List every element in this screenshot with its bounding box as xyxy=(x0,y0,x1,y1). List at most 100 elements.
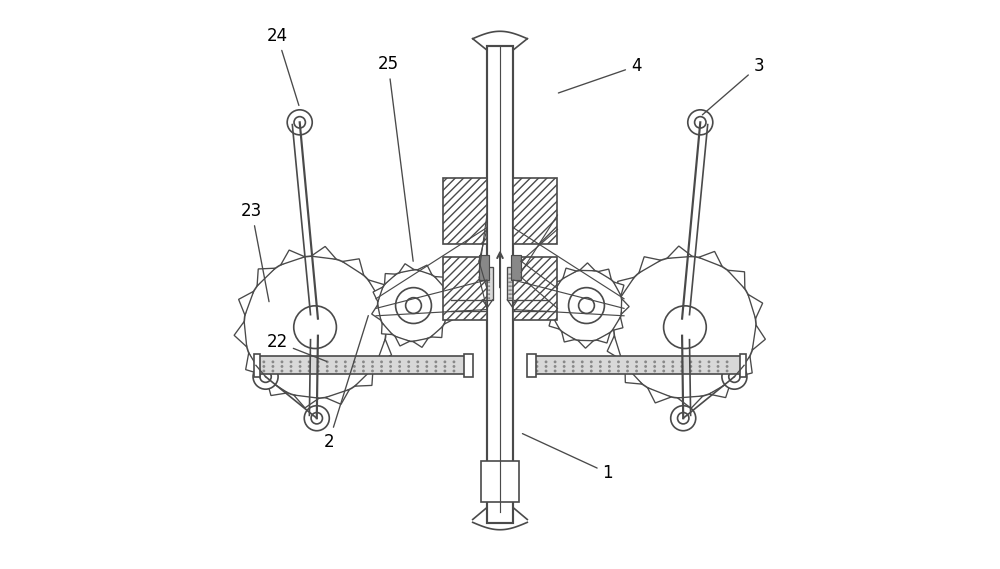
Polygon shape xyxy=(613,282,624,296)
Circle shape xyxy=(510,293,512,295)
Circle shape xyxy=(434,370,437,373)
Circle shape xyxy=(335,365,338,368)
Circle shape xyxy=(416,365,419,368)
Circle shape xyxy=(614,256,756,398)
Circle shape xyxy=(488,297,490,299)
Circle shape xyxy=(344,365,347,368)
Polygon shape xyxy=(578,340,593,348)
Circle shape xyxy=(626,370,629,373)
Circle shape xyxy=(371,361,374,364)
Circle shape xyxy=(353,365,356,368)
Bar xyxy=(464,354,473,377)
Circle shape xyxy=(488,277,490,279)
Circle shape xyxy=(290,365,292,368)
Polygon shape xyxy=(368,280,384,302)
Polygon shape xyxy=(444,310,454,324)
Bar xyxy=(487,46,513,523)
Circle shape xyxy=(510,297,512,299)
Circle shape xyxy=(353,370,356,373)
Circle shape xyxy=(362,370,365,373)
Circle shape xyxy=(590,365,593,368)
Circle shape xyxy=(717,361,719,364)
Circle shape xyxy=(581,365,584,368)
Bar xyxy=(254,354,260,377)
Circle shape xyxy=(569,288,604,323)
Circle shape xyxy=(281,365,283,368)
Circle shape xyxy=(513,285,515,287)
Circle shape xyxy=(508,273,510,275)
Circle shape xyxy=(398,361,401,364)
Circle shape xyxy=(290,361,292,364)
Text: 3: 3 xyxy=(702,57,764,115)
Polygon shape xyxy=(728,270,745,289)
Circle shape xyxy=(508,297,510,299)
Bar xyxy=(443,257,487,320)
Circle shape xyxy=(453,365,455,368)
Circle shape xyxy=(485,297,487,299)
Circle shape xyxy=(662,361,665,364)
Circle shape xyxy=(536,361,538,364)
Text: 22: 22 xyxy=(267,333,327,361)
Circle shape xyxy=(635,365,638,368)
Circle shape xyxy=(653,370,656,373)
Circle shape xyxy=(662,370,665,373)
Circle shape xyxy=(699,361,701,364)
Circle shape xyxy=(317,370,320,373)
Circle shape xyxy=(572,370,575,373)
Circle shape xyxy=(722,364,747,389)
Circle shape xyxy=(326,365,329,368)
Circle shape xyxy=(262,365,265,368)
Polygon shape xyxy=(234,321,247,347)
Circle shape xyxy=(294,306,336,348)
Circle shape xyxy=(443,361,446,364)
Circle shape xyxy=(487,289,488,291)
Circle shape xyxy=(407,365,410,368)
Circle shape xyxy=(483,277,485,279)
Circle shape xyxy=(664,306,706,348)
Circle shape xyxy=(508,281,510,283)
Circle shape xyxy=(572,365,575,368)
Circle shape xyxy=(512,293,513,295)
Circle shape xyxy=(536,370,538,373)
Circle shape xyxy=(554,365,557,368)
Polygon shape xyxy=(752,325,765,350)
Circle shape xyxy=(407,370,410,373)
Circle shape xyxy=(644,365,647,368)
Polygon shape xyxy=(355,368,373,386)
Polygon shape xyxy=(281,250,305,265)
Bar xyxy=(482,267,493,300)
Circle shape xyxy=(483,285,485,287)
Circle shape xyxy=(362,365,365,368)
Circle shape xyxy=(608,361,611,364)
Circle shape xyxy=(271,365,274,368)
Circle shape xyxy=(608,370,611,373)
Circle shape xyxy=(680,365,683,368)
Circle shape xyxy=(326,361,329,364)
Polygon shape xyxy=(373,287,383,302)
Circle shape xyxy=(271,370,274,373)
Polygon shape xyxy=(604,304,618,329)
Text: 25: 25 xyxy=(378,55,413,261)
Circle shape xyxy=(599,365,602,368)
Circle shape xyxy=(563,365,566,368)
Polygon shape xyxy=(596,332,610,343)
Text: 24: 24 xyxy=(267,27,299,105)
Circle shape xyxy=(545,370,547,373)
Circle shape xyxy=(671,361,674,364)
Polygon shape xyxy=(266,379,288,395)
Circle shape xyxy=(453,370,455,373)
Circle shape xyxy=(617,370,620,373)
Circle shape xyxy=(487,277,488,279)
Circle shape xyxy=(483,273,485,275)
Circle shape xyxy=(572,361,575,364)
Circle shape xyxy=(508,277,510,279)
Polygon shape xyxy=(648,387,671,403)
Circle shape xyxy=(335,370,338,373)
Circle shape xyxy=(308,361,311,364)
Circle shape xyxy=(271,361,274,364)
Circle shape xyxy=(443,365,446,368)
Text: 23: 23 xyxy=(241,202,269,302)
Circle shape xyxy=(425,370,428,373)
Circle shape xyxy=(487,281,488,283)
Polygon shape xyxy=(598,269,611,280)
